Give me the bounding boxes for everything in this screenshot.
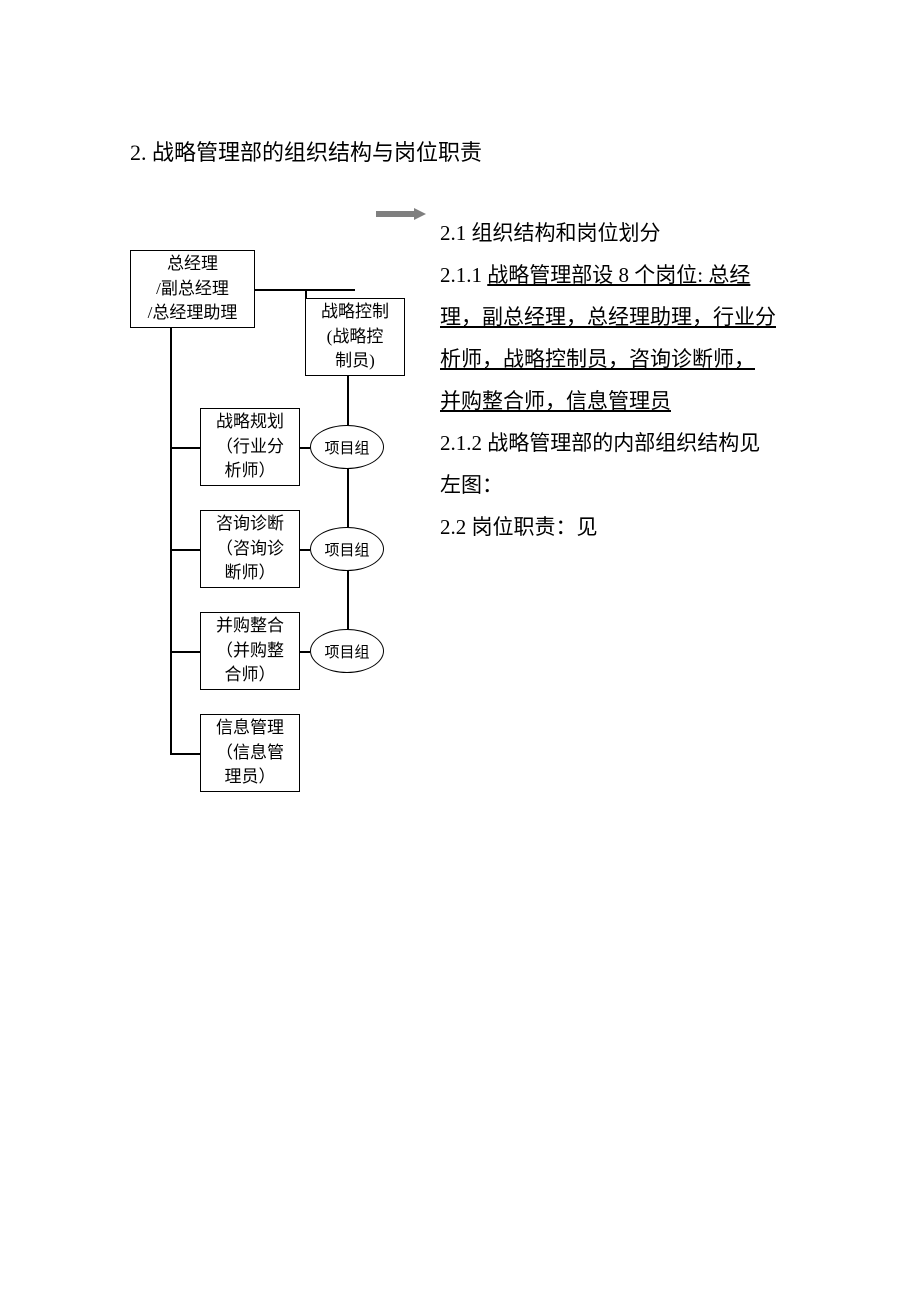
connector-line: [347, 376, 349, 425]
body-text: 2.1 组织结构和岗位划分 2.1.1 战略管理部设 8 个岗位: 总经 理，副…: [440, 212, 810, 548]
connector-line: [305, 290, 307, 298]
node-label: 总经理/副总经理/总经理助理: [148, 252, 238, 326]
text-2-1-1-line4: 并购整合师，信息管理员: [440, 380, 810, 422]
node-plan: 战略规划（行业分析师）: [200, 408, 300, 486]
connector-line: [170, 651, 200, 653]
text-2-1: 2.1 组织结构和岗位划分: [440, 212, 810, 254]
connector-line: [170, 753, 200, 755]
text-2-1-2-line1: 2.1.2 战略管理部的内部组织结构见: [440, 422, 810, 464]
arrow-icon: [376, 207, 426, 219]
node-pg3: 项目组: [310, 629, 384, 673]
connector-line: [300, 651, 310, 653]
page: 2. 战略管理部的组织结构与岗位职责 2.1 组织结构和岗位划分 2.1.1 战…: [0, 0, 920, 1302]
node-label: 项目组: [324, 437, 369, 458]
connector-line: [170, 328, 172, 753]
text-2-2: 2.2 岗位职责：见: [440, 506, 810, 548]
connector-line: [300, 447, 310, 449]
text-2-1-2-line2: 左图：: [440, 464, 810, 506]
node-label: 战略规划（行业分析师）: [216, 410, 284, 484]
node-label: 项目组: [324, 641, 369, 662]
node-pg1: 项目组: [310, 425, 384, 469]
text-2-1-1-line3: 析师，战略控制员，咨询诊断师，: [440, 338, 810, 380]
node-label: 并购整合（并购整合师）: [216, 614, 284, 688]
node-label: 信息管理（信息管理员）: [216, 716, 284, 790]
connector-line: [170, 447, 200, 449]
connector-line: [347, 571, 349, 629]
node-ctrl: 战略控制(战略控制员): [305, 298, 405, 376]
org-chart-diagram: 总经理/副总经理/总经理助理战略控制(战略控制员)战略规划（行业分析师）项目组咨…: [130, 250, 430, 870]
node-label: 咨询诊断（咨询诊断师）: [216, 512, 284, 586]
node-info: 信息管理（信息管理员）: [200, 714, 300, 792]
node-merge: 并购整合（并购整合师）: [200, 612, 300, 690]
node-pg2: 项目组: [310, 527, 384, 571]
text-2-1-1-line1: 2.1.1 战略管理部设 8 个岗位: 总经: [440, 254, 810, 296]
connector-line: [300, 549, 310, 551]
node-mgr: 总经理/副总经理/总经理助理: [130, 250, 255, 328]
node-label: 项目组: [324, 539, 369, 560]
connector-line: [170, 549, 200, 551]
node-label: 战略控制(战略控制员): [321, 300, 389, 374]
text-2-1-1-line2: 理，副总经理，总经理助理，行业分: [440, 296, 810, 338]
section-heading: 2. 战略管理部的组织结构与岗位职责: [130, 135, 482, 167]
connector-line: [347, 469, 349, 527]
node-consult: 咨询诊断（咨询诊断师）: [200, 510, 300, 588]
